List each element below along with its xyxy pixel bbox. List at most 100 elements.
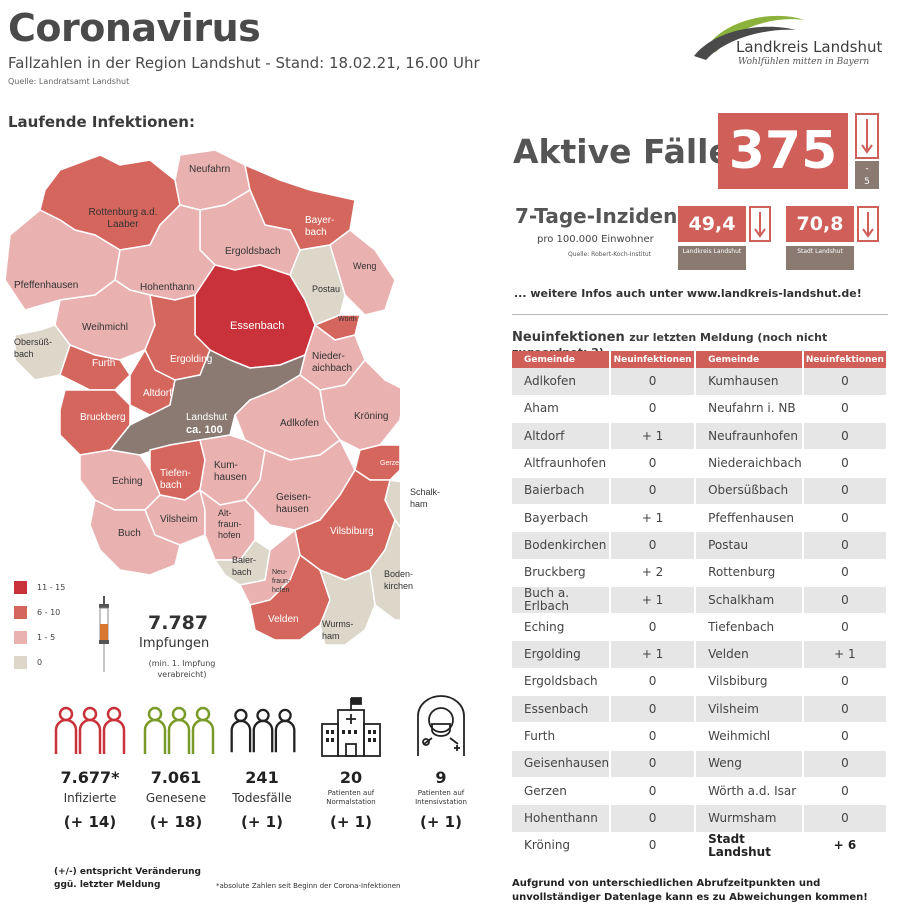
- legend-swatch: [14, 581, 27, 594]
- vaccination-value: 7.787: [148, 612, 209, 634]
- table-row: Essenbach 0 Vilsheim 0: [512, 695, 889, 724]
- cell-neuinfektionen: 0: [802, 777, 889, 806]
- vaccination-label: Impfungen: [139, 636, 210, 651]
- table-row: Eching 0 Tiefenbach 0: [512, 613, 889, 642]
- cell-gemeinde: Ergoldsbach: [512, 668, 612, 697]
- cell-neuinfektionen: 0: [802, 395, 889, 424]
- stat-intensivstation: 9 Patienten auf Intensivstation (+ 1): [400, 768, 482, 831]
- cell-neuinfektionen: 0: [802, 695, 889, 724]
- cell-gemeinde: Postau: [695, 531, 804, 560]
- legend-swatch: [14, 631, 27, 644]
- cell-gemeinde: Buch a. Erlbach: [512, 586, 612, 615]
- incidence-landkreis-caption: Landkreis Landshut: [678, 246, 746, 270]
- page-subtitle: Fallzahlen in der Region Landshut - Stan…: [8, 54, 480, 72]
- page-title: Coronavirus: [8, 6, 261, 50]
- table-row: Hohenthann 0 Wurmsham 0: [512, 804, 889, 833]
- cell-gemeinde: Vilsheim: [695, 695, 804, 724]
- stat-intensivstation-delta: (+ 1): [420, 813, 462, 831]
- cell-neuinfektionen: 0: [610, 695, 697, 724]
- stat-infizierte-delta: (+ 14): [63, 813, 117, 831]
- cell-neuinfektionen: 0: [802, 504, 889, 533]
- cell-gemeinde: Altfraunhofen: [512, 449, 612, 478]
- legend-label: 0: [37, 658, 43, 667]
- syringe-icon: [99, 596, 109, 672]
- stat-infizierte-value: 7.677*: [60, 768, 120, 787]
- active-down-arrow-icon: [855, 113, 879, 159]
- cell-gemeinde: Rottenburg: [695, 559, 804, 587]
- cell-neuinfektionen: 0: [610, 777, 697, 806]
- stat-genesene: 7.061 Genesene (+ 18): [128, 768, 224, 831]
- stat-normalstation: 20 Patienten auf Normalstation (+ 1): [310, 768, 392, 831]
- cell-gemeinde: Obersüßbach: [695, 477, 804, 505]
- infected-people-icon: [54, 706, 126, 754]
- stat-todesfaelle-label: Todesfälle: [232, 791, 292, 805]
- district-map: [4, 150, 400, 646]
- divider: [512, 314, 888, 315]
- logo-name: Landkreis Landshut: [736, 38, 883, 56]
- stat-todesfaelle-delta: (+ 1): [241, 813, 283, 831]
- cell-neuinfektionen: 0: [610, 395, 697, 424]
- cell-gemeinde: Altdorf: [512, 422, 612, 451]
- cell-gemeinde: Bodenkirchen: [512, 531, 612, 560]
- cell-neuinfektionen: 0: [610, 449, 697, 478]
- legend-swatch: [14, 606, 27, 619]
- active-cases-label: Aktive Fälle: [513, 132, 731, 171]
- map-legend: 11 - 15 6 - 10 1 - 5 0: [14, 581, 65, 669]
- cell-neuinfektionen: 0: [610, 832, 697, 860]
- legend-label: 1 - 5: [37, 633, 56, 642]
- legend-item: 11 - 15: [14, 581, 65, 594]
- footnote-change: (+/-) entspricht Veränderung ggü. letzte…: [54, 867, 201, 890]
- cell-gemeinde: Niederaichbach: [695, 449, 804, 478]
- cell-gemeinde: Stadt Landshut: [695, 832, 804, 860]
- incidence-label: 7-Tage-Inzidenz: [515, 204, 689, 228]
- logo-slogan: Wohlfühlen mitten in Bayern: [738, 57, 870, 67]
- vaccination-note: (min. 1. Impfung verabreicht): [148, 659, 216, 679]
- hospital-icon: [321, 697, 381, 757]
- active-cases-value: 375: [718, 113, 848, 189]
- new-infections-title-main: Neuinfektionen: [512, 330, 625, 345]
- cell-gemeinde: Wörth a.d. Isar: [695, 777, 804, 806]
- more-info-link[interactable]: ... weitere Infos auch unter www.landkre…: [514, 287, 862, 300]
- cell-neuinfektionen: + 1: [802, 640, 889, 669]
- header-gemeinde-1: Gemeinde: [512, 351, 612, 368]
- cell-gemeinde: Kröning: [512, 832, 612, 860]
- table-row: Adlkofen 0 Kumhausen 0: [512, 368, 889, 396]
- cell-gemeinde: Furth: [512, 722, 612, 751]
- table-row: Buch a. Erlbach + 1 Schalkham 0: [512, 586, 889, 615]
- cell-neuinfektionen: + 1: [610, 586, 697, 615]
- cell-gemeinde: Bruckberg: [512, 559, 612, 587]
- cell-neuinfektionen: 0: [802, 750, 889, 778]
- stat-normalstation-value: 20: [339, 768, 363, 787]
- cell-gemeinde: Gerzen: [512, 777, 612, 806]
- cell-neuinfektionen: 0: [802, 559, 889, 587]
- table-row: Altfraunhofen 0 Niederaichbach 0: [512, 449, 889, 478]
- stat-genesene-delta: (+ 18): [149, 813, 203, 831]
- cell-gemeinde: Weng: [695, 750, 804, 778]
- legend-item: 6 - 10: [14, 606, 65, 619]
- cell-neuinfektionen: + 2: [610, 559, 697, 587]
- table-row: Kröning 0 Stadt Landshut + 6: [512, 832, 889, 860]
- stat-intensivstation-label: Patienten auf Intensivstation: [415, 789, 467, 806]
- incidence-landkreis-value: 49,4: [678, 206, 746, 242]
- cell-neuinfektionen: 0: [802, 722, 889, 751]
- stat-normalstation-delta: (+ 1): [330, 813, 372, 831]
- region-weng: [329, 229, 396, 316]
- region-eching: [79, 449, 161, 511]
- legend-label: 6 - 10: [37, 608, 61, 617]
- cell-gemeinde: Weihmichl: [695, 722, 804, 751]
- cell-neuinfektionen: 0: [802, 804, 889, 833]
- stat-infizierte: 7.677* Infizierte (+ 14): [42, 768, 138, 831]
- legend-swatch: [14, 656, 27, 669]
- cell-neuinfektionen: + 1: [610, 640, 697, 669]
- cell-gemeinde: Velden: [695, 640, 804, 669]
- label-aham: Aham: [425, 418, 452, 429]
- stat-infizierte-label: Infizierte: [63, 791, 117, 805]
- cell-neuinfektionen: 0: [802, 586, 889, 615]
- cell-gemeinde: Geisenhausen: [512, 750, 612, 778]
- cell-neuinfektionen: 0: [610, 750, 697, 778]
- cell-gemeinde: Aham: [512, 395, 612, 424]
- region-wurmsham: [318, 568, 376, 646]
- table-row: Furth 0 Weihmichl 0: [512, 722, 889, 751]
- cell-neuinfektionen: + 6: [802, 832, 889, 860]
- cell-gemeinde: Bayerbach: [512, 504, 612, 533]
